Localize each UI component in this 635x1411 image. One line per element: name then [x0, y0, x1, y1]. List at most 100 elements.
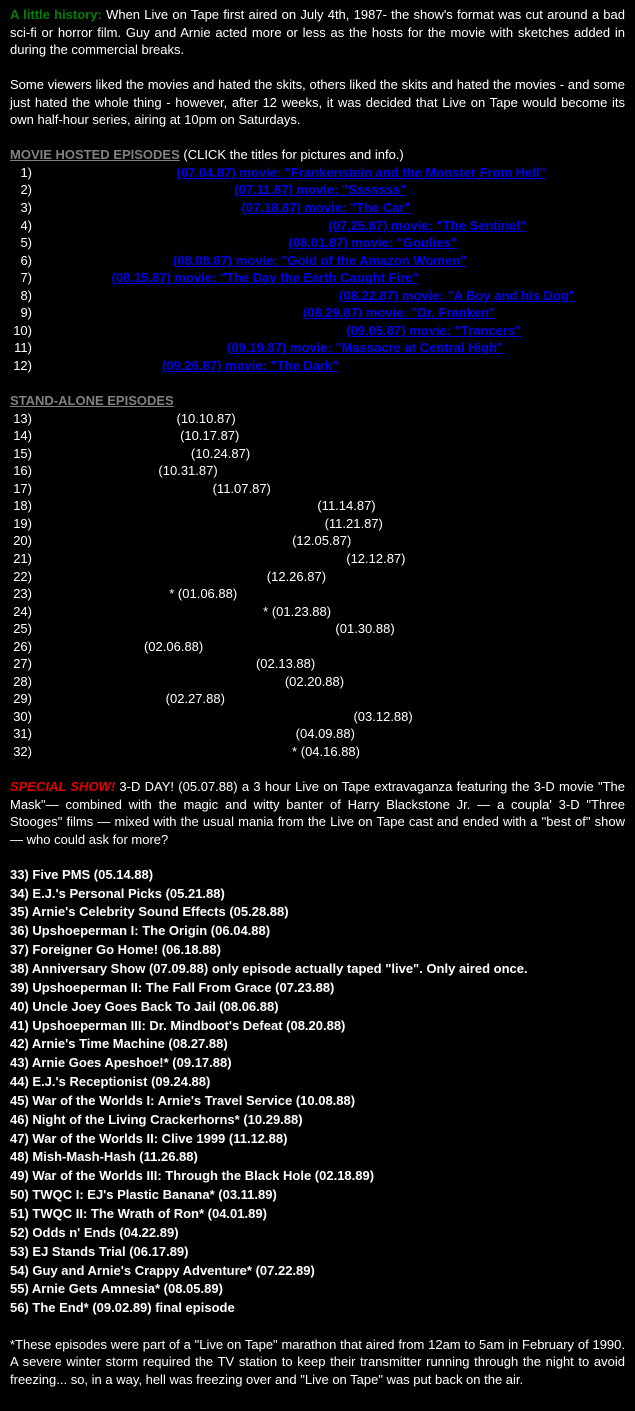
history-para1: A little history: When Live on Tape firs…: [10, 6, 625, 59]
episode-gap: [32, 463, 158, 478]
season3-row: 47) War of the Worlds II: Clive 1999 (11…: [10, 1130, 625, 1149]
season3-row: 36) Upshoeperman I: The Origin (06.04.88…: [10, 922, 625, 941]
episode-gap: *: [32, 604, 272, 619]
episode-row: 2) (07.11.87) movie: "Sssssss": [10, 181, 625, 199]
episode-link[interactable]: (09.26.87) movie: "The Dark": [162, 358, 338, 373]
episode-suffix: (01.23.88): [272, 604, 331, 619]
episode-number: 13): [10, 410, 32, 428]
episode-link[interactable]: (09.19.87) movie: "Massacre at Central H…: [227, 340, 503, 355]
season3-row: 45) War of the Worlds I: Arnie's Travel …: [10, 1092, 625, 1111]
episode-gap: [32, 498, 317, 513]
season3-row: 49) War of the Worlds III: Through the B…: [10, 1167, 625, 1186]
episode-gap: [32, 218, 328, 233]
season3-row: 38) Anniversary Show (07.09.88) only epi…: [10, 960, 625, 979]
episode-row: 5) (08.01.87) movie: "Goulies": [10, 234, 625, 252]
episode-row: 13) (10.10.87): [10, 410, 625, 428]
episode-gap: [32, 358, 162, 373]
episode-gap: [32, 533, 292, 548]
episode-number: 16): [10, 462, 32, 480]
episode-gap: [32, 639, 144, 654]
episode-link[interactable]: (09.05.87) movie: "Trancers": [346, 323, 521, 338]
episode-suffix: (02.20.88): [285, 674, 344, 689]
episode-row: 15) (10.24.87): [10, 445, 625, 463]
episode-link[interactable]: (08.22.87) movie: "A Boy and his Dog": [339, 288, 575, 303]
episode-suffix: (04.09.88): [296, 726, 355, 741]
season3-row: 34) E.J.'s Personal Picks (05.21.88): [10, 885, 625, 904]
episode-suffix: (11.14.87): [317, 498, 375, 513]
episode-suffix: (01.30.88): [335, 621, 394, 636]
episode-row: 18) (11.14.87): [10, 497, 625, 515]
season3-row: 52) Odds n' Ends (04.22.89): [10, 1224, 625, 1243]
episode-row: 24) * (01.23.88): [10, 603, 625, 621]
episode-number: 11): [10, 339, 32, 357]
episode-number: 12): [10, 357, 32, 375]
episode-row: 22) (12.26.87): [10, 568, 625, 586]
episode-gap: [32, 569, 267, 584]
episode-link[interactable]: (07.04.87) movie: "Frankenstein and the …: [176, 165, 545, 180]
episode-link[interactable]: (07.18.87) movie: "The Car": [242, 200, 411, 215]
special-show-block: SPECIAL SHOW! 3-D DAY! (05.07.88) a 3 ho…: [10, 778, 625, 848]
special-show-lead: SPECIAL SHOW!: [10, 779, 115, 794]
episode-row: 7) (08.15.87) movie: "The Day the Earth …: [10, 269, 625, 287]
episode-gap: [32, 235, 288, 250]
episode-number: 28): [10, 673, 32, 691]
episode-number: 27): [10, 655, 32, 673]
episode-gap: *: [32, 586, 178, 601]
season3-row: 44) E.J.'s Receptionist (09.24.88): [10, 1073, 625, 1092]
episode-number: 21): [10, 550, 32, 568]
episode-row: 6) (08.08.87) movie: "Gold of the Amazon…: [10, 252, 625, 270]
episode-number: 6): [10, 252, 32, 270]
season3-row: 37) Foreigner Go Home! (06.18.88): [10, 941, 625, 960]
episode-link[interactable]: (08.08.87) movie: "Gold of the Amazon Wo…: [173, 253, 466, 268]
episode-row: 23) * (01.06.88): [10, 585, 625, 603]
episode-gap: [32, 691, 166, 706]
season3-list: 33) Five PMS (05.14.88)34) E.J.'s Person…: [10, 866, 625, 1318]
episode-link[interactable]: (07.11.87) movie: "Sssssss": [234, 182, 406, 197]
episode-suffix: (10.10.87): [176, 411, 235, 426]
episode-number: 10): [10, 322, 32, 340]
episode-number: 19): [10, 515, 32, 533]
season3-row: 48) Mish-Mash-Hash (11.26.88): [10, 1148, 625, 1167]
episode-gap: [32, 656, 256, 671]
episode-number: 4): [10, 217, 32, 235]
episode-row: 11) (09.19.87) movie: "Massacre at Centr…: [10, 339, 625, 357]
episode-gap: [32, 709, 353, 724]
episode-number: 26): [10, 638, 32, 656]
episode-row: 1) (07.04.87) movie: "Frankenstein and t…: [10, 164, 625, 182]
episode-row: 19) (11.21.87): [10, 515, 625, 533]
episode-number: 23): [10, 585, 32, 603]
episode-suffix: (12.05.87): [292, 533, 351, 548]
episode-row: 9) (08.29.87) movie: "Dr. Franken": [10, 304, 625, 322]
episode-suffix: (01.06.88): [178, 586, 237, 601]
episode-gap: [32, 726, 296, 741]
episode-gap: [32, 288, 339, 303]
episode-gap: [32, 165, 176, 180]
history-lead: A little history:: [10, 7, 102, 22]
episode-number: 22): [10, 568, 32, 586]
episode-row: 31) (04.09.88): [10, 725, 625, 743]
episode-link[interactable]: (08.15.87) movie: "The Day the Earth Cau…: [111, 270, 418, 285]
episode-row: 29) (02.27.88): [10, 690, 625, 708]
episode-row: 8) (08.22.87) movie: "A Boy and his Dog": [10, 287, 625, 305]
movie-episode-list: 1) (07.04.87) movie: "Frankenstein and t…: [10, 164, 625, 375]
episode-gap: [32, 481, 213, 496]
episode-gap: [32, 200, 242, 215]
episode-link[interactable]: (07.25.87) movie: "The Sentinel": [328, 218, 526, 233]
episode-number: 5): [10, 234, 32, 252]
episode-number: 20): [10, 532, 32, 550]
episode-suffix: (03.12.88): [353, 709, 412, 724]
episode-number: 3): [10, 199, 32, 217]
episode-row: 26) (02.06.88): [10, 638, 625, 656]
season3-row: 35) Arnie's Celebrity Sound Effects (05.…: [10, 903, 625, 922]
episode-link[interactable]: (08.01.87) movie: "Goulies": [288, 235, 456, 250]
episode-gap: [32, 621, 335, 636]
episode-row: 20) (12.05.87): [10, 532, 625, 550]
episode-suffix: (12.26.87): [267, 569, 326, 584]
season3-row: 56) The End* (09.02.89) final episode: [10, 1299, 625, 1318]
season3-row: 51) TWQC II: The Wrath of Ron* (04.01.89…: [10, 1205, 625, 1224]
episode-link[interactable]: (08.29.87) movie: "Dr. Franken": [303, 305, 495, 320]
episode-number: 24): [10, 603, 32, 621]
episode-suffix: (02.27.88): [166, 691, 225, 706]
episode-suffix: (11.07.87): [213, 481, 271, 496]
episode-row: 27) (02.13.88): [10, 655, 625, 673]
